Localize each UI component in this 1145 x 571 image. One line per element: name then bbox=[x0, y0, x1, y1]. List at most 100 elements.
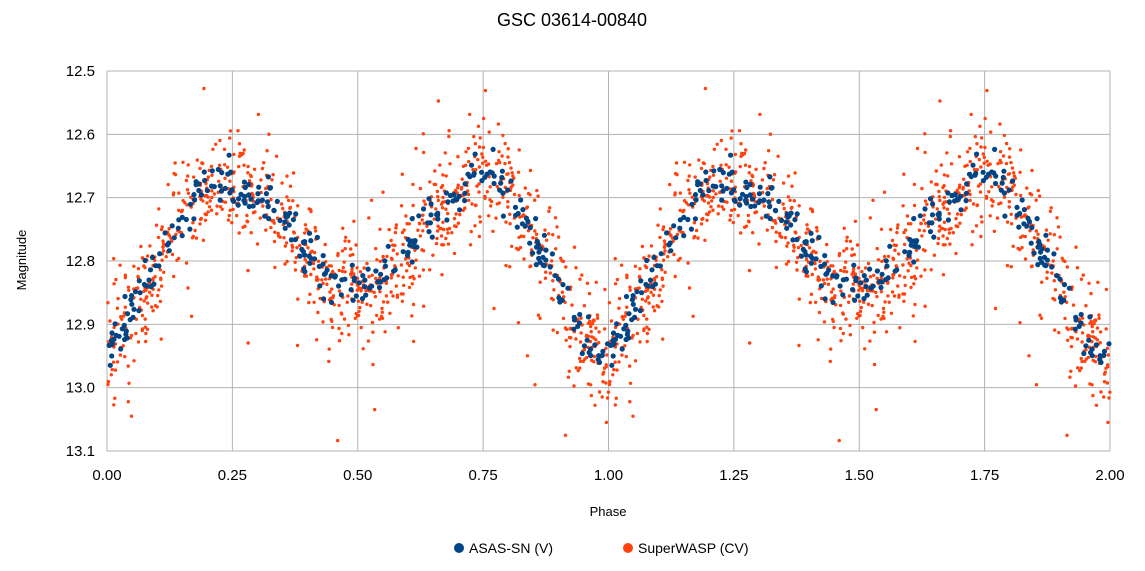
data-point-asas-sn bbox=[1001, 168, 1007, 174]
data-point-superwasp bbox=[625, 275, 629, 280]
data-point-superwasp bbox=[472, 134, 476, 139]
data-point-superwasp bbox=[855, 316, 859, 320]
data-point-superwasp bbox=[903, 283, 907, 288]
data-point-superwasp bbox=[315, 338, 319, 342]
data-point-superwasp bbox=[1074, 245, 1078, 249]
data-point-asas-sn bbox=[1044, 257, 1050, 263]
data-point-superwasp bbox=[907, 261, 911, 265]
data-point-superwasp bbox=[536, 194, 540, 198]
data-point-superwasp bbox=[784, 262, 789, 266]
data-point-superwasp bbox=[377, 317, 382, 321]
data-point-superwasp bbox=[272, 221, 276, 225]
data-point-superwasp bbox=[673, 171, 678, 176]
data-point-superwasp bbox=[730, 208, 734, 212]
data-point-superwasp bbox=[692, 221, 697, 225]
data-point-superwasp bbox=[1006, 172, 1011, 176]
data-point-superwasp bbox=[874, 407, 878, 412]
data-point-superwasp bbox=[327, 264, 332, 268]
data-point-superwasp bbox=[890, 290, 895, 294]
data-point-asas-sn bbox=[219, 170, 225, 176]
data-point-superwasp bbox=[362, 266, 366, 270]
data-point-superwasp bbox=[444, 174, 448, 178]
data-point-superwasp bbox=[492, 306, 496, 311]
data-point-asas-sn bbox=[1054, 273, 1060, 279]
data-point-asas-sn bbox=[228, 169, 234, 175]
data-point-superwasp bbox=[111, 360, 116, 364]
data-point-superwasp bbox=[370, 320, 375, 325]
data-point-superwasp bbox=[327, 359, 331, 364]
data-point-superwasp bbox=[526, 191, 531, 196]
data-point-superwasp bbox=[207, 205, 212, 209]
data-point-asas-sn bbox=[1057, 295, 1063, 301]
data-point-superwasp bbox=[421, 213, 425, 217]
data-point-superwasp bbox=[288, 206, 292, 210]
data-point-superwasp bbox=[968, 198, 972, 203]
data-point-superwasp bbox=[630, 336, 634, 340]
data-point-superwasp bbox=[879, 227, 884, 231]
data-point-superwasp bbox=[902, 242, 907, 247]
data-point-superwasp bbox=[448, 162, 452, 166]
data-point-superwasp bbox=[661, 258, 666, 262]
data-point-superwasp bbox=[603, 327, 607, 331]
data-point-superwasp bbox=[198, 166, 202, 171]
data-point-superwasp bbox=[980, 220, 984, 224]
data-point-superwasp bbox=[893, 248, 897, 252]
data-point-superwasp bbox=[886, 281, 890, 285]
data-point-superwasp bbox=[912, 274, 917, 279]
data-point-asas-sn bbox=[142, 257, 148, 264]
data-point-asas-sn bbox=[196, 187, 202, 194]
data-point-superwasp bbox=[1004, 161, 1009, 166]
data-point-superwasp bbox=[1053, 298, 1057, 302]
data-point-superwasp bbox=[336, 438, 340, 443]
data-point-asas-sn bbox=[360, 273, 366, 279]
data-point-superwasp bbox=[642, 313, 646, 318]
data-point-superwasp bbox=[578, 359, 583, 364]
data-point-superwasp bbox=[606, 390, 611, 394]
data-point-superwasp bbox=[982, 161, 986, 165]
data-point-superwasp bbox=[525, 205, 530, 209]
data-point-asas-sn bbox=[490, 146, 496, 152]
data-point-superwasp bbox=[170, 252, 175, 257]
data-point-superwasp bbox=[848, 333, 853, 337]
data-point-superwasp bbox=[348, 253, 352, 258]
data-point-superwasp bbox=[973, 134, 977, 139]
data-point-superwasp bbox=[245, 213, 249, 218]
data-point-superwasp bbox=[528, 168, 533, 173]
data-point-superwasp bbox=[548, 206, 552, 210]
data-point-superwasp bbox=[724, 176, 729, 180]
data-point-superwasp bbox=[600, 395, 604, 399]
data-point-asas-sn bbox=[124, 335, 130, 341]
data-point-asas-sn bbox=[834, 273, 840, 279]
data-point-superwasp bbox=[436, 224, 440, 228]
data-point-superwasp bbox=[1091, 358, 1095, 363]
data-point-superwasp bbox=[1079, 366, 1084, 370]
data-point-superwasp bbox=[211, 147, 215, 151]
data-point-asas-sn bbox=[999, 180, 1005, 186]
data-point-superwasp bbox=[459, 187, 464, 191]
data-point-asas-sn bbox=[428, 212, 434, 218]
data-point-superwasp bbox=[929, 180, 933, 184]
data-point-superwasp bbox=[399, 292, 404, 296]
data-point-asas-sn bbox=[382, 263, 389, 269]
data-point-superwasp bbox=[548, 271, 553, 275]
data-point-superwasp bbox=[508, 265, 512, 269]
data-point-asas-sn bbox=[638, 278, 644, 284]
data-point-superwasp bbox=[628, 400, 632, 404]
data-point-asas-sn bbox=[1024, 223, 1030, 229]
data-point-asas-sn bbox=[536, 249, 542, 255]
data-point-asas-sn bbox=[970, 162, 976, 168]
data-point-superwasp bbox=[990, 204, 994, 208]
data-point-superwasp bbox=[1037, 194, 1042, 198]
data-point-superwasp bbox=[774, 221, 778, 225]
data-point-superwasp bbox=[330, 287, 334, 291]
data-point-superwasp bbox=[369, 303, 373, 308]
data-point-superwasp bbox=[167, 227, 171, 231]
data-point-superwasp bbox=[817, 277, 822, 282]
data-point-superwasp bbox=[1052, 279, 1057, 283]
data-point-asas-sn bbox=[541, 232, 548, 238]
data-point-superwasp bbox=[857, 288, 861, 292]
data-point-asas-sn bbox=[363, 292, 369, 298]
data-point-superwasp bbox=[595, 313, 600, 317]
data-point-superwasp bbox=[337, 303, 341, 308]
data-point-superwasp bbox=[936, 241, 940, 246]
